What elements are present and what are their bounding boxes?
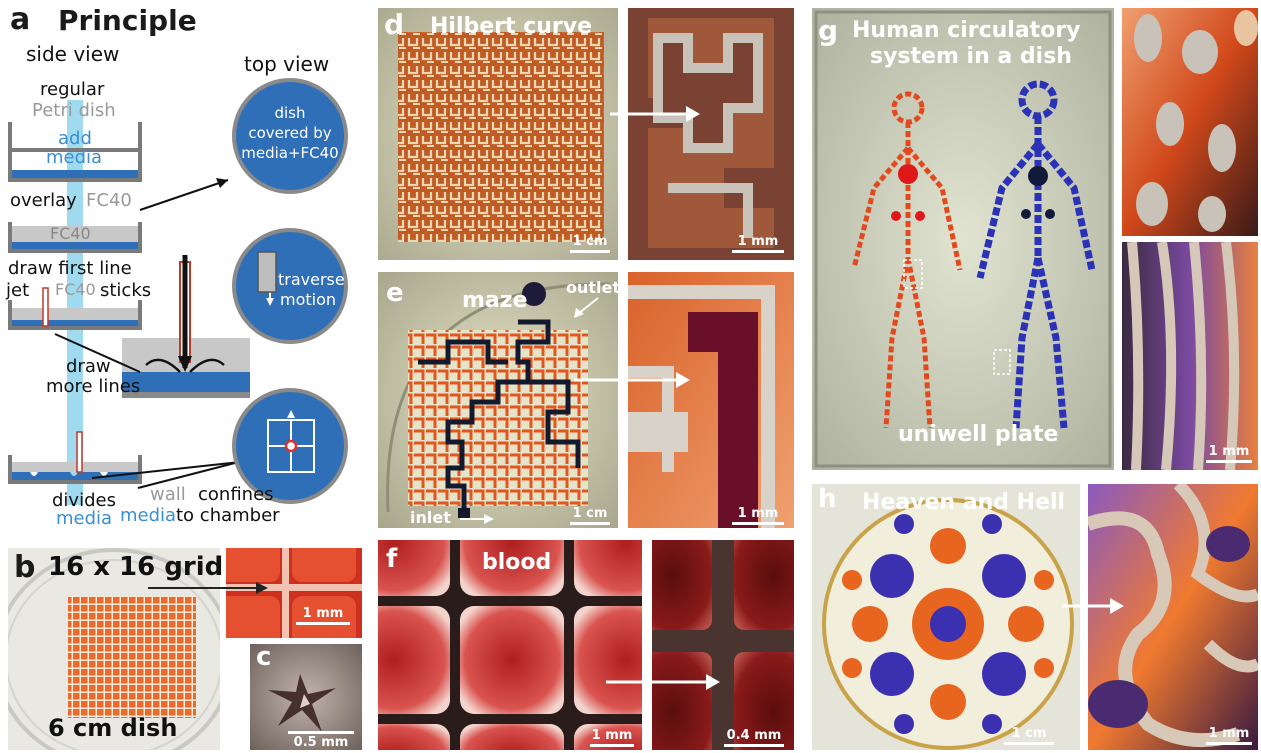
petri-dish-label: Petri dish	[32, 100, 116, 121]
panel-h-scalebar-right: 1 mm	[1206, 726, 1252, 745]
media-label: media	[46, 147, 103, 168]
panel-b-letter: b	[14, 550, 36, 585]
panel-d-scale-right-label: 1 mm	[737, 234, 779, 249]
overlay-label: overlay	[10, 190, 77, 211]
heaven-and-hell-photo	[812, 484, 1080, 750]
panel-f-arrow	[606, 674, 720, 690]
more-lines-label: more lines	[46, 376, 141, 397]
panel-f-scale-right-label: 0.4 mm	[726, 728, 782, 743]
panel-h-letter: h	[818, 484, 837, 514]
panel-b-scale-label: 1 mm	[302, 606, 344, 621]
wall-label: wall	[150, 484, 186, 505]
panel-g-title-line1: Human circulatory	[852, 18, 1081, 43]
top-view-label: top view	[244, 52, 330, 76]
media-to-label: media	[120, 505, 177, 526]
panel-d-scalebar-left: 1 cm	[570, 234, 610, 253]
heaven-and-hell-zoom-photo	[1088, 484, 1258, 750]
panel-g-title-line2: system in a dish	[870, 44, 1072, 69]
panel-c-letter: c	[256, 642, 272, 672]
top-view-dish-label-1: dish	[274, 104, 306, 122]
divides-media-label: media	[56, 508, 113, 529]
hilbert-curve-photo	[378, 8, 618, 260]
panel-d-arrow	[610, 106, 700, 122]
panel-e-scalebar-right: 1 mm	[732, 506, 784, 525]
principle-diagram	[8, 78, 348, 505]
panel-f-scalebar-right: 0.4 mm	[724, 728, 784, 747]
panel-f-scale-left-label: 1 mm	[591, 728, 633, 743]
panel-h-scale-right-label: 1 mm	[1208, 726, 1250, 741]
uniwell-plate-label: uniwell plate	[898, 422, 1059, 447]
panel-c-scalebar: 0.5 mm	[288, 730, 354, 750]
confines-label: confines	[198, 484, 274, 505]
panel-b-scalebar: 1 mm	[296, 606, 350, 625]
panel-h-arrow	[1062, 598, 1124, 614]
panel-d-scale-left-label: 1 cm	[572, 234, 608, 249]
inlet-arrow	[460, 514, 494, 524]
hilbert-zoom-photo	[628, 8, 794, 260]
dish-size-label: 6 cm dish	[48, 714, 178, 742]
blood-photo	[378, 540, 642, 750]
panel-d-scalebar-right: 1 mm	[732, 234, 784, 253]
side-view-label: side view	[26, 42, 120, 66]
panel-e-scale-right-label: 1 mm	[737, 506, 779, 521]
panel-g-scalebar: 1 mm	[1206, 444, 1252, 463]
draw-label: draw	[66, 356, 111, 377]
blood-zoom-photo	[652, 540, 794, 750]
panel-a-title: Principle	[58, 4, 197, 37]
add-label: add	[58, 128, 92, 149]
panel-c-scale-label: 0.5 mm	[293, 735, 349, 750]
panel-h-title: Heaven and Hell	[862, 490, 1066, 515]
inlet-label: inlet	[410, 508, 451, 527]
panel-e-title: maze	[462, 288, 528, 313]
to-chamber-label: to chamber	[176, 505, 280, 526]
panel-f-letter: f	[386, 544, 398, 574]
maze-zoom-photo	[628, 272, 794, 528]
top-view-dish-label-2: covered by	[248, 124, 332, 142]
top-view-dish-label-3: media+FC40	[241, 144, 339, 162]
grid-dish-photo	[8, 548, 220, 750]
circulatory-system-photo	[812, 8, 1114, 470]
panel-h-scalebar-left: 1 cm	[1004, 726, 1054, 745]
grid-zoom-photo	[226, 548, 362, 638]
draw-first-line-label: draw first line	[8, 258, 132, 279]
panel-g-letter: g	[818, 14, 839, 47]
panel-g-scale-label: 1 mm	[1208, 444, 1250, 459]
divides-label: divides	[52, 490, 116, 511]
traverse-label: traverse	[278, 270, 345, 289]
motion-label: motion	[280, 290, 337, 309]
fc40-label: FC40	[86, 190, 132, 211]
regular-label: regular	[40, 79, 105, 100]
panel-b-title: 16 x 16 grid	[48, 552, 224, 582]
panel-b-arrow	[148, 582, 268, 594]
outlet-arrow	[574, 297, 599, 318]
panel-e-letter: e	[386, 278, 404, 308]
panel-e-scale-left-label: 1 cm	[572, 506, 608, 521]
panel-d-title: Hilbert curve	[430, 14, 593, 39]
circulatory-zoom-top-photo	[1122, 8, 1258, 236]
panel-h-scale-left-label: 1 cm	[1011, 726, 1047, 741]
panel-d-letter: d	[384, 8, 405, 41]
maze-photo	[378, 272, 618, 528]
jet-label: jet	[6, 280, 30, 301]
outlet-label: outlet	[566, 278, 621, 297]
panel-e-scalebar-left: 1 cm	[570, 506, 610, 525]
panel-e-arrow	[574, 372, 690, 388]
panel-a-letter: a	[10, 2, 31, 37]
panel-f-scalebar-left: 1 mm	[590, 728, 634, 747]
fc40-in-dish-label: FC40	[50, 224, 91, 243]
circulatory-zoom-bottom-photo	[1122, 242, 1258, 470]
panel-f-title: blood	[482, 550, 552, 575]
fc40-sticks-fc40-label: FC40	[55, 280, 96, 299]
sticks-label: sticks	[100, 280, 152, 301]
